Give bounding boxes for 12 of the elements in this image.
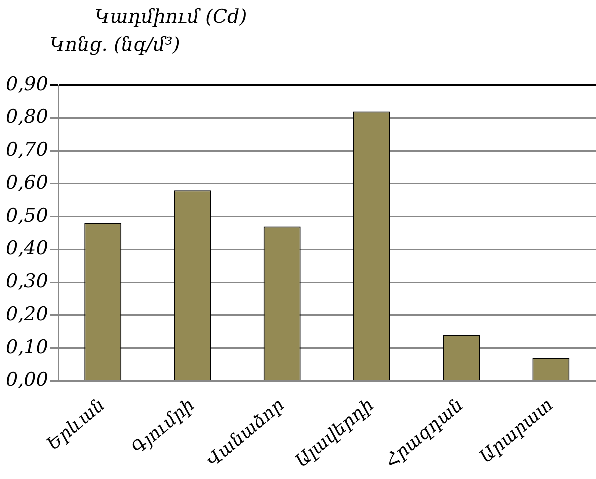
y-tick-label: 0,70 (6, 139, 48, 162)
y-tick-label: 0,50 (6, 204, 48, 227)
y-tick-label: 0,80 (6, 106, 48, 128)
chart-title: Կադմիում (Cd) (95, 6, 248, 28)
y-tick-label: 0,30 (6, 270, 48, 293)
y-tick-label: 0,60 (6, 172, 48, 194)
y-tick-label: 0,90 (6, 73, 48, 96)
y-tick-label: 0,40 (6, 238, 48, 260)
y-tick-label: 0,20 (6, 303, 48, 326)
y-tick-label: 0,00 (6, 369, 48, 392)
y-axis-title: Կոնց. (նգ/մ³) (50, 34, 180, 56)
y-tick-label: 0,10 (6, 336, 48, 358)
